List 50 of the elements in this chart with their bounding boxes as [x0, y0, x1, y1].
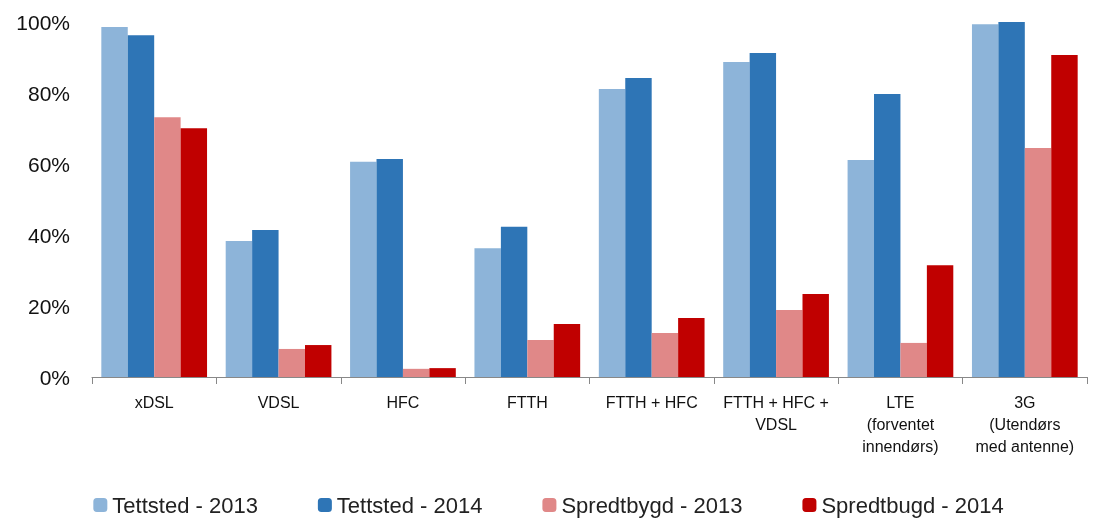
x-tick-label: LTE (forventet innendørs)	[862, 393, 939, 455]
bar	[723, 62, 750, 377]
legend-label: Spredtbygd - 2013	[561, 492, 743, 518]
bar	[350, 161, 377, 377]
y-tick-label: 60%	[27, 152, 70, 176]
legend-label: Tettsted - 2014	[336, 492, 483, 518]
bar	[1051, 55, 1078, 377]
x-tick-label: FTTH + HFC + VDSL	[723, 393, 829, 433]
bar	[678, 318, 705, 377]
bar	[625, 78, 652, 377]
legend-label: Spredtbugd - 2014	[821, 492, 1004, 518]
bar	[278, 348, 305, 377]
y-tick-label: 100%	[16, 10, 70, 34]
bar	[376, 159, 403, 377]
bar	[874, 94, 901, 377]
bar	[553, 324, 581, 377]
x-tick-label: xDSL	[134, 393, 174, 411]
bar	[926, 265, 954, 377]
bar	[971, 24, 999, 377]
y-tick-label: 40%	[27, 223, 70, 247]
bar	[180, 128, 208, 377]
y-tick-label: 20%	[27, 294, 70, 318]
bar	[225, 241, 253, 377]
bar	[802, 293, 829, 377]
bar	[304, 345, 332, 377]
bar	[598, 89, 626, 377]
bar	[651, 332, 679, 377]
bar	[127, 35, 155, 377]
y-tick-label: 80%	[27, 81, 70, 105]
legend-label: Tettsted - 2013	[112, 492, 258, 518]
x-tick-label: FTTH + HFC	[605, 393, 698, 411]
x-tick-label: 3G (Utendørs med antenne)	[975, 393, 1075, 455]
bar	[252, 230, 279, 377]
bar	[998, 22, 1025, 377]
bar	[749, 52, 777, 377]
bar	[101, 26, 128, 377]
bar	[776, 309, 803, 377]
bar	[429, 368, 456, 377]
x-tick-label: FTTH	[506, 393, 548, 411]
bar	[1024, 148, 1052, 377]
bar	[402, 368, 430, 377]
bar	[500, 226, 528, 377]
bar	[900, 342, 927, 377]
bar	[154, 117, 181, 377]
y-tick-label: 0%	[39, 365, 70, 389]
bar	[474, 248, 501, 377]
x-tick-label: HFC	[386, 393, 420, 411]
bar	[527, 340, 554, 377]
x-tick-label: VDSL	[257, 393, 300, 411]
bar	[847, 160, 875, 377]
